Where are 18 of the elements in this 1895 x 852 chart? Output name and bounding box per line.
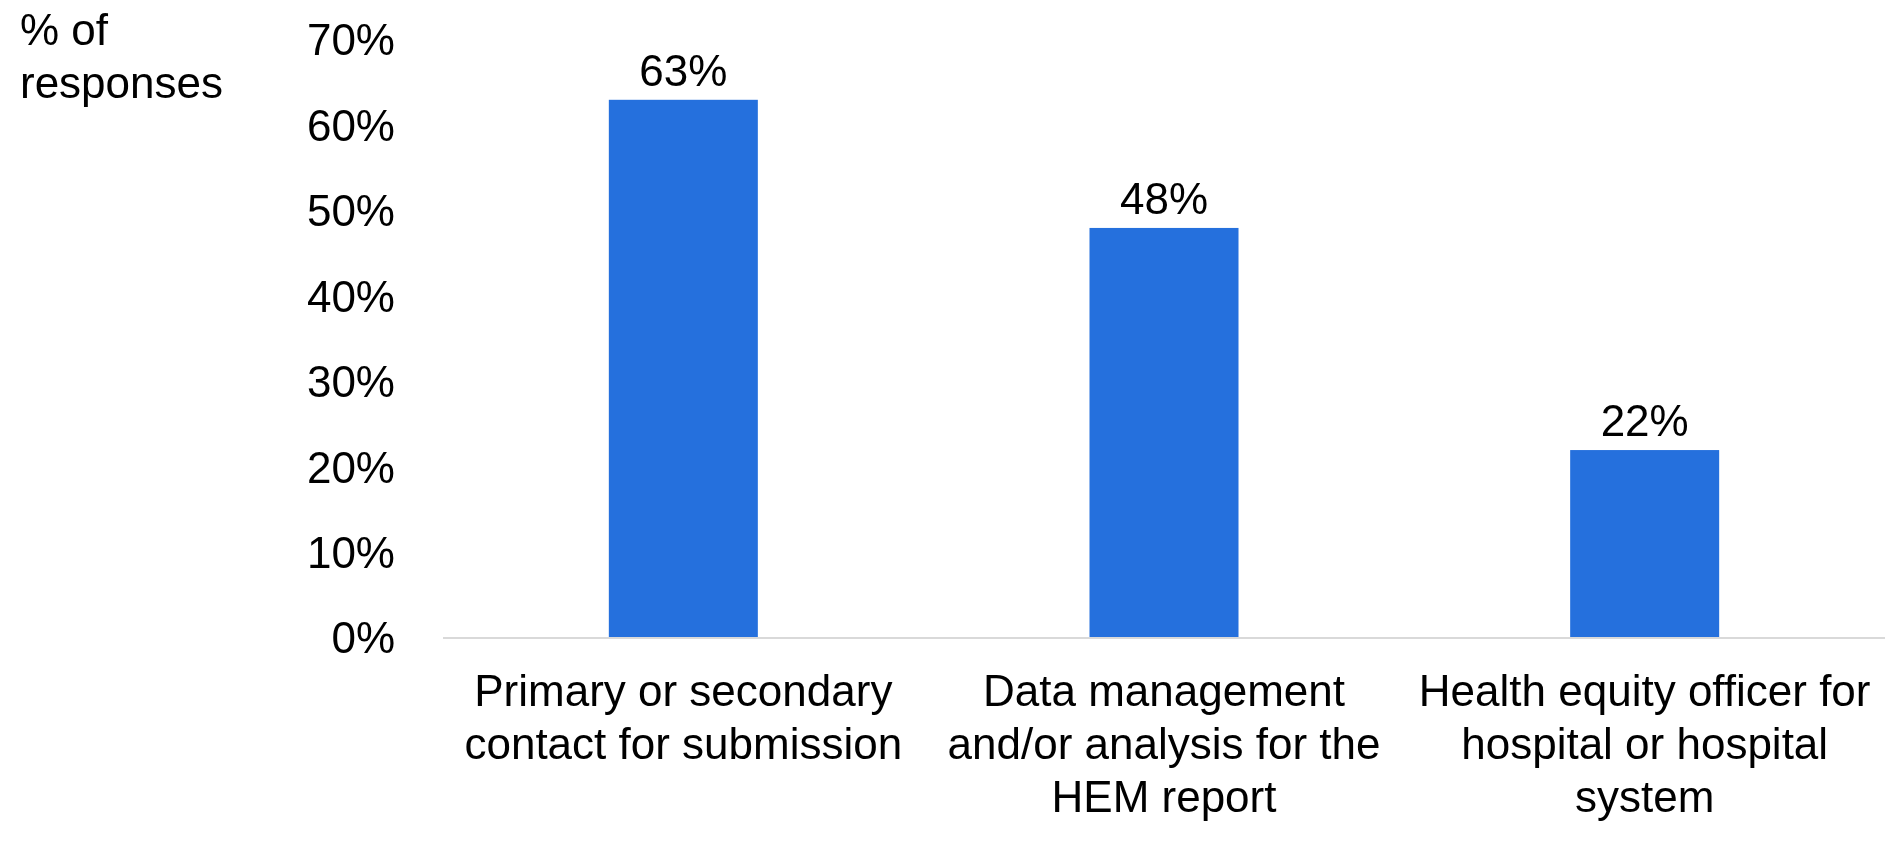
x-tick-label: Primary or secondary contact for submission [464,666,903,768]
y-tick-label: 0% [331,613,395,663]
data-label: 48% [1119,173,1209,223]
y-tick-label: 30% [306,357,395,407]
x-tick-label: Data management and/or analysis for the HEM report [947,666,1381,821]
y-tick-label: 10% [306,527,395,577]
y-tick-label: 60% [306,100,395,150]
y-axis-title: % of responses [20,5,224,107]
bar [1089,227,1239,638]
data-label: 22% [1600,396,1689,446]
y-tick-label: 20% [306,442,395,492]
y-tick-label: 70% [306,15,395,65]
data-label: 63% [639,45,728,95]
bar [608,99,758,638]
y-tick-label: 40% [306,271,395,321]
bar [1570,450,1720,638]
y-tick-label: 50% [306,186,395,236]
x-tick-label: Health equity officer for hospital or hospital system [1418,666,1871,821]
